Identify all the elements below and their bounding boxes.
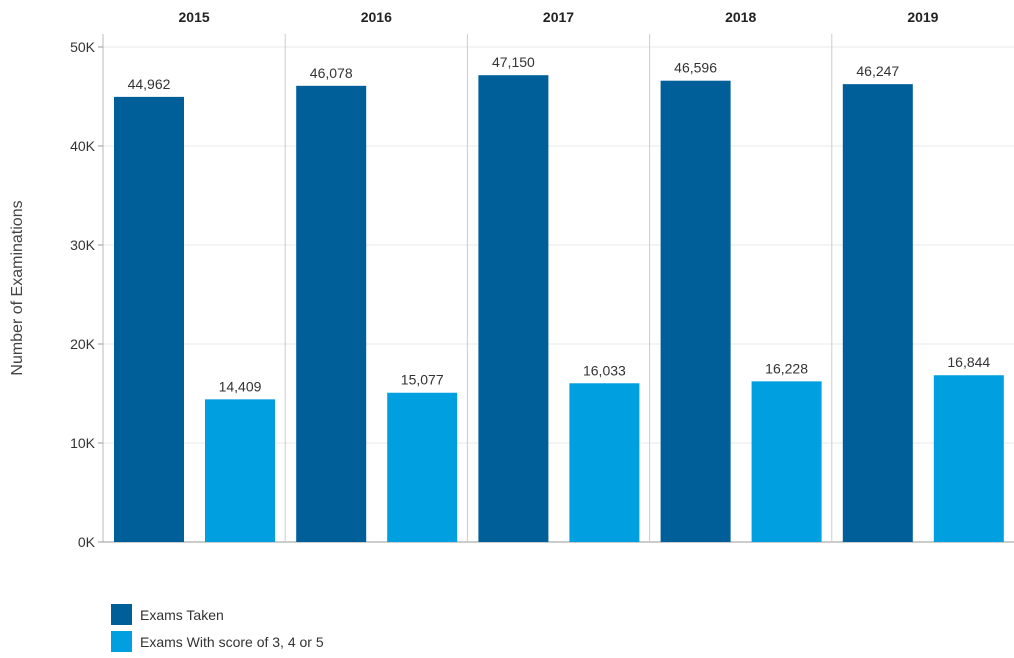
y-tick-label: 40K xyxy=(70,138,96,154)
legend-swatch xyxy=(111,604,132,625)
bar xyxy=(387,392,458,542)
bar xyxy=(933,375,1004,542)
y-tick-label: 10K xyxy=(70,435,96,451)
bar xyxy=(205,399,275,542)
y-tick-label: 0K xyxy=(78,534,96,550)
value-label: 47,150 xyxy=(492,54,535,70)
bar xyxy=(751,381,822,542)
year-header: 2019 xyxy=(907,9,938,25)
legend-item-exams-taken: Exams Taken xyxy=(111,604,324,625)
year-header: 2017 xyxy=(543,9,574,25)
bar xyxy=(569,383,640,542)
value-label: 16,228 xyxy=(765,360,808,376)
legend-swatch xyxy=(111,631,132,652)
year-header: 2016 xyxy=(361,9,392,25)
bar-chart: 0K 10K 20K 30K 40K 50K 2015 2016 2017 2018 2019 4… xyxy=(9,9,1014,550)
legend-label: Exams With score of 3, 4 or 5 xyxy=(140,633,324,650)
bar xyxy=(114,96,184,543)
y-axis-ticks: 0K 10K 20K 30K 40K 50K xyxy=(70,39,103,550)
legend-label: Exams Taken xyxy=(140,606,224,623)
bar xyxy=(660,80,731,543)
y-tick-label: 20K xyxy=(70,336,96,352)
year-headers: 2015 2016 2017 2018 2019 xyxy=(179,9,939,25)
legend: Exams Taken Exams With score of 3, 4 or … xyxy=(111,604,324,658)
value-label: 44,962 xyxy=(128,76,171,92)
value-labels: 44,962 14,409 46,078 15,077 47,150 16,033 46,5… xyxy=(128,54,991,394)
bars xyxy=(114,75,1004,543)
legend-item-exams-with-score: Exams With score of 3, 4 or 5 xyxy=(111,631,324,652)
value-label: 46,596 xyxy=(674,60,717,76)
bar xyxy=(296,85,367,543)
y-tick-label: 50K xyxy=(70,39,96,55)
bar xyxy=(478,75,549,542)
value-label: 14,409 xyxy=(219,378,262,394)
value-label: 15,077 xyxy=(401,372,444,388)
bar xyxy=(842,84,913,543)
year-header: 2018 xyxy=(725,9,756,25)
y-axis-label: Number of Examinations xyxy=(9,200,26,375)
value-label: 46,247 xyxy=(856,63,899,79)
value-label: 16,033 xyxy=(583,362,626,378)
year-header: 2015 xyxy=(179,9,210,25)
value-label: 46,078 xyxy=(310,65,353,81)
value-label: 16,844 xyxy=(947,354,990,370)
y-tick-label: 30K xyxy=(70,237,96,253)
